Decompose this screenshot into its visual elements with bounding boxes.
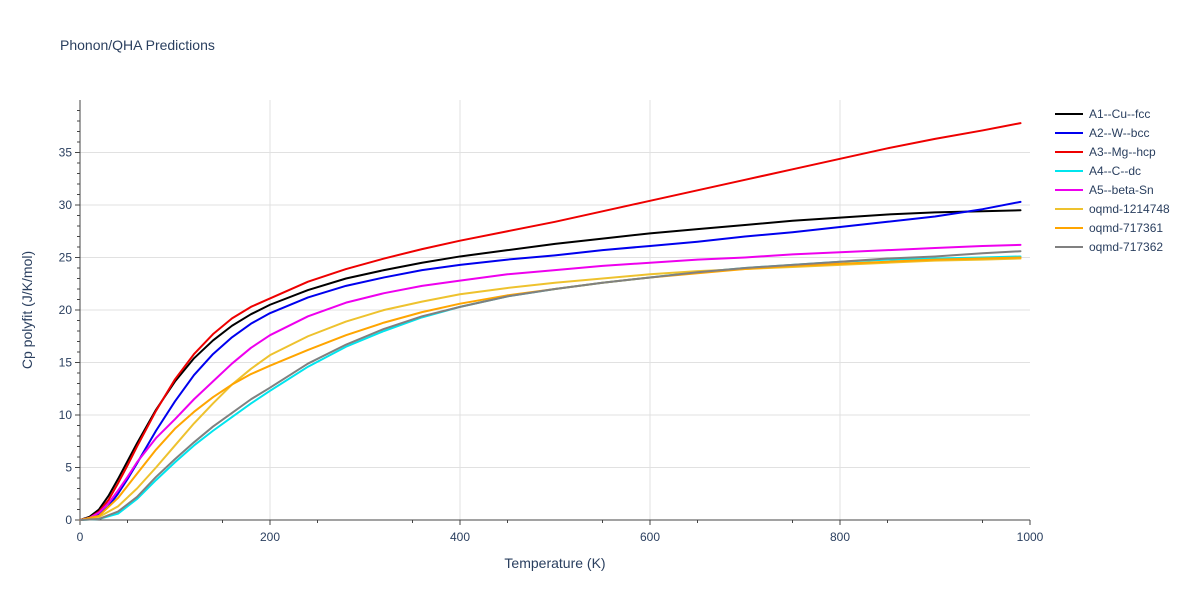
y-tick-label: 15 <box>59 356 73 370</box>
x-axis-title: Temperature (K) <box>504 555 605 571</box>
grid <box>80 100 1030 520</box>
legend-item-6[interactable]: oqmd-717361 <box>1055 221 1163 235</box>
x-tick-label: 400 <box>450 530 470 544</box>
legend-label: A3--Mg--hcp <box>1089 145 1156 159</box>
axes: 0 200 400 600 800 1000 0 5 10 15 20 25 30 35 <box>59 100 1044 544</box>
legend-label: A2--W--bcc <box>1089 126 1149 140</box>
chart-title: Phonon/QHA Predictions <box>60 37 215 53</box>
y-tick-label: 25 <box>59 251 73 265</box>
y-tick-label: 20 <box>59 303 73 317</box>
legend-label: oqmd-717361 <box>1089 221 1163 235</box>
x-tick-label: 800 <box>830 530 850 544</box>
legend-item-7[interactable]: oqmd-717362 <box>1055 240 1163 254</box>
legend[interactable]: A1--Cu--fcc A2--W--bcc A3--Mg--hcp A4--C--d… <box>1055 107 1170 254</box>
legend-label: A4--C--dc <box>1089 164 1141 178</box>
y-tick-label: 35 <box>59 146 73 160</box>
legend-label: oqmd-717362 <box>1089 240 1163 254</box>
y-axis-title: Cp polyfit (J/K/mol) <box>19 251 35 369</box>
legend-item-2[interactable]: A3--Mg--hcp <box>1055 145 1156 159</box>
legend-item-1[interactable]: A2--W--bcc <box>1055 126 1149 140</box>
legend-label: A1--Cu--fcc <box>1089 107 1150 121</box>
series-line-2 <box>79 122 1022 521</box>
series-line-1 <box>79 200 1022 521</box>
x-tick-label: 600 <box>640 530 660 544</box>
y-tick-label: 30 <box>59 198 73 212</box>
y-tick-label: 5 <box>65 461 72 475</box>
series-line-6 <box>79 256 1022 521</box>
legend-item-3[interactable]: A4--C--dc <box>1055 164 1141 178</box>
x-tick-label: 0 <box>77 530 84 544</box>
series-line-0 <box>79 209 1022 521</box>
series-line-5 <box>79 257 1022 521</box>
legend-item-4[interactable]: A5--beta-Sn <box>1055 183 1154 197</box>
series-lines <box>79 122 1022 521</box>
legend-item-5[interactable]: oqmd-1214748 <box>1055 202 1170 216</box>
y-tick-label: 0 <box>65 513 72 527</box>
x-tick-label: 200 <box>260 530 280 544</box>
legend-label: A5--beta-Sn <box>1089 183 1154 197</box>
legend-item-0[interactable]: A1--Cu--fcc <box>1055 107 1150 121</box>
series-line-4 <box>79 243 1022 521</box>
x-tick-label: 1000 <box>1017 530 1044 544</box>
series-line-7 <box>79 250 1022 521</box>
y-tick-label: 10 <box>59 408 73 422</box>
legend-label: oqmd-1214748 <box>1089 202 1170 216</box>
